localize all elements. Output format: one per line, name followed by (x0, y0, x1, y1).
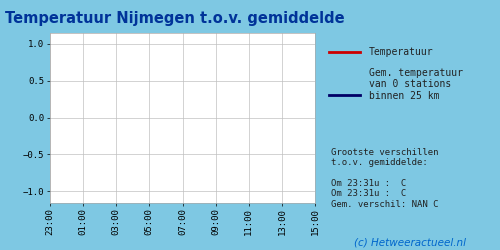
Text: Grootste verschillen
t.o.v. gemiddelde:

Om 23:31u :  C
Om 23:31u :  C
Gem. vers: Grootste verschillen t.o.v. gemiddelde: … (331, 148, 438, 209)
Text: (c) Hetweeractueel.nl: (c) Hetweeractueel.nl (354, 238, 466, 248)
Text: Gem. temperatuur
van 0 stations
binnen 25 km: Gem. temperatuur van 0 stations binnen 2… (369, 68, 463, 101)
Text: Temperatuur: Temperatuur (369, 47, 434, 57)
Text: Temperatuur Nijmegen t.o.v. gemiddelde: Temperatuur Nijmegen t.o.v. gemiddelde (5, 11, 345, 26)
